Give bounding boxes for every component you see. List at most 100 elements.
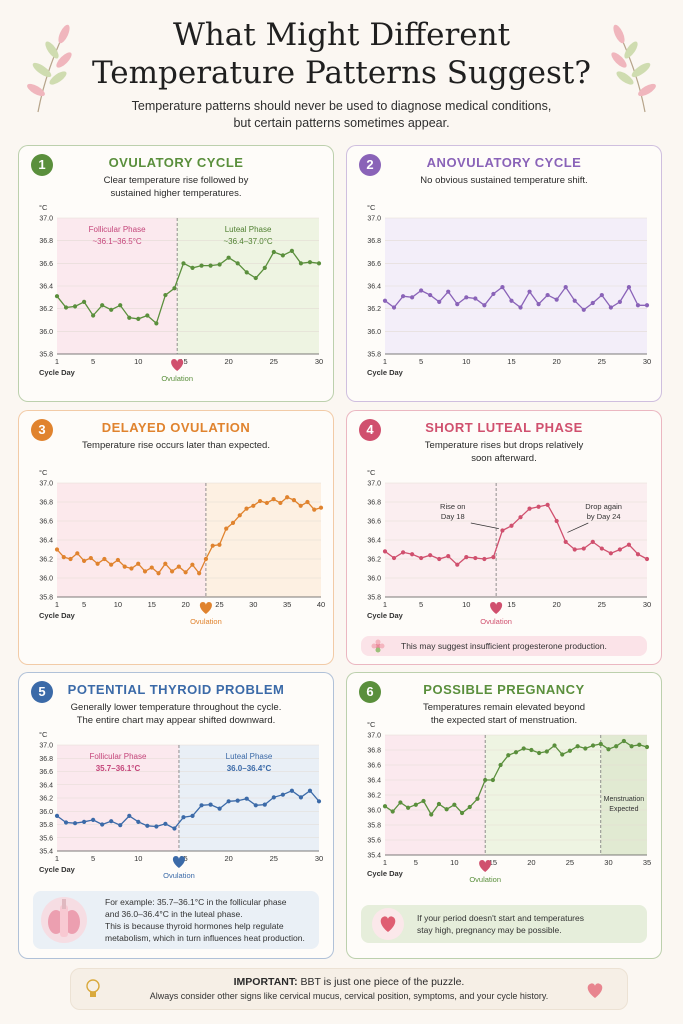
temperature-data-point — [169, 569, 175, 574]
temperature-data-point — [554, 518, 559, 524]
panel-note: If your period doesn't start and tempera… — [361, 905, 647, 943]
temperature-data-point — [583, 746, 588, 751]
y-tick-label: 36.2 — [39, 306, 53, 313]
y-tick-label: 36.8 — [39, 238, 53, 245]
y-tick-label: 37.0 — [367, 481, 381, 488]
temperature-data-point — [154, 824, 159, 829]
temperature-data-point — [491, 291, 496, 297]
temperature-data-point — [72, 821, 78, 826]
x-axis-label: Cycle Day — [367, 611, 404, 620]
temperature-data-point — [253, 275, 258, 281]
x-tick-label: 25 — [598, 357, 606, 366]
temperature-data-point — [318, 505, 324, 510]
temperature-data-point — [316, 261, 322, 266]
temperature-data-point — [437, 299, 442, 304]
temperature-data-point — [61, 555, 66, 560]
flower-icon — [371, 639, 385, 653]
y-axis-unit-label: °C — [39, 468, 48, 477]
y-tick-label: 36.8 — [39, 756, 53, 763]
ovulation-heart-icon — [490, 602, 503, 614]
x-tick-label: 25 — [598, 600, 606, 609]
temperature-data-point — [251, 503, 256, 508]
temperature-data-point — [599, 292, 604, 298]
temperature-data-point — [475, 796, 480, 801]
temperature-data-point — [590, 300, 595, 306]
temperature-data-point — [606, 747, 611, 752]
temperature-data-point — [518, 305, 523, 310]
temperature-data-point — [536, 504, 541, 509]
temperature-data-point — [617, 299, 622, 304]
temperature-data-point — [398, 800, 403, 805]
temperature-data-point — [406, 805, 411, 810]
temperature-data-point — [400, 294, 406, 299]
panel-short-luteal-phase: 4 SHORT LUTEAL PHASE Temperature rises b… — [346, 410, 662, 665]
temperature-data-point — [95, 561, 100, 566]
temperature-data-point — [473, 296, 478, 301]
temperature-data-point — [285, 495, 290, 500]
temperature-data-point — [490, 777, 495, 783]
menstruation-label: Expected — [609, 806, 638, 813]
phase-name-label: Follicular Phase — [89, 225, 146, 234]
y-tick-label: 36.2 — [39, 557, 53, 564]
annotation-arrow — [470, 522, 499, 529]
temperature-data-point — [142, 569, 148, 574]
temperature-chart: 35.836.036.236.436.636.837.0°C1 5 10 15 20 25… — [367, 203, 651, 377]
temperature-data-point — [118, 303, 123, 308]
temperature-data-point — [544, 749, 549, 754]
x-tick-label: 20 — [224, 357, 232, 366]
temperature-data-point — [199, 803, 204, 808]
y-tick-label: 36.4 — [367, 284, 381, 291]
panel-note: For example: 35.7–36.1°C in the follicul… — [33, 891, 319, 949]
temperature-data-point — [446, 289, 451, 294]
panel-possible-pregnancy: 6 POSSIBLE PREGNANCY Temperatures remain… — [346, 672, 662, 959]
temperature-data-point — [280, 253, 285, 258]
temperature-data-point — [244, 270, 249, 275]
temperature-data-point — [467, 804, 472, 810]
temperature-data-point — [197, 571, 202, 576]
temperature-data-point — [473, 555, 478, 561]
temperature-data-point — [176, 564, 181, 569]
temperature-data-point — [429, 812, 434, 817]
phase-range-label: ~36.1–36.5°C — [92, 237, 141, 246]
temperature-data-point — [190, 562, 195, 567]
x-tick-label: 20 — [527, 858, 535, 867]
temperature-data-point — [513, 750, 519, 755]
temperature-data-point — [145, 823, 150, 828]
page-title-line-1: What Might Different — [172, 17, 511, 53]
temperature-data-point — [452, 802, 457, 807]
y-tick-label: 37.0 — [367, 216, 381, 223]
temperature-data-point — [464, 555, 469, 560]
ovulation-label: Ovulation — [163, 871, 195, 880]
temperature-data-point — [391, 305, 397, 310]
temperature-data-point — [621, 738, 626, 744]
temperature-data-point — [629, 744, 634, 749]
temperature-data-point — [305, 499, 310, 505]
phase-range-label: ~36.4–37.0°C — [223, 237, 272, 246]
y-tick-label: 36.6 — [367, 763, 381, 770]
temperature-data-point — [244, 796, 249, 801]
temperature-data-point — [226, 255, 231, 260]
x-tick-label: 5 — [91, 854, 95, 863]
temperature-data-point — [382, 549, 388, 554]
temperature-data-point — [280, 792, 285, 797]
panel-number-badge: 4 — [359, 419, 381, 441]
footer-line-2: Always consider other signs like cervica… — [149, 991, 549, 1001]
y-tick-label: 36.2 — [367, 793, 381, 800]
y-tick-label: 36.8 — [367, 748, 381, 755]
temperature-data-point — [635, 552, 641, 557]
temperature-data-point — [483, 777, 488, 783]
temperature-data-point — [428, 553, 433, 558]
y-tick-label: 36.6 — [39, 519, 53, 526]
x-tick-label: 30 — [315, 357, 323, 366]
ovulation-label: Ovulation — [190, 617, 222, 626]
y-tick-label: 36.4 — [39, 284, 53, 291]
panel-title: OVULATORY CYCLE — [108, 155, 244, 170]
y-axis-unit-label: °C — [367, 203, 376, 212]
panel-note: This may suggest insufficient progestero… — [361, 636, 647, 656]
temperature-data-point — [581, 307, 586, 312]
temperature-data-point — [436, 801, 442, 807]
x-tick-label: 30 — [643, 357, 651, 366]
y-tick-label: 36.4 — [39, 538, 53, 545]
y-tick-label: 36.0 — [367, 329, 381, 336]
x-tick-label: 15 — [507, 600, 515, 609]
